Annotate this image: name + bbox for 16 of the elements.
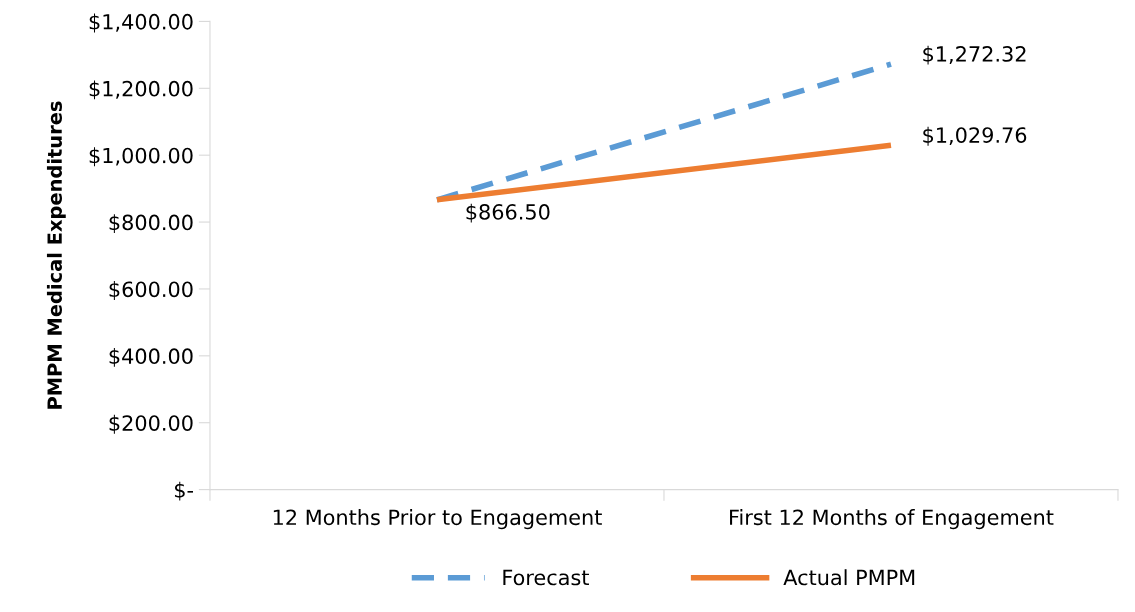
legend-label: Forecast [503,569,589,586]
y-tick-label: $800.00 [109,214,193,234]
y-axis-title: PMPM Medical Expenditures [46,101,66,409]
data-label: $866.50 [466,203,550,223]
y-tick-label: $- [174,481,193,501]
data-label: $1,272.32 [923,45,1026,65]
y-tick-label: $1,400.00 [89,13,193,33]
x-tick-label: 12 Months Prior to Engagement [273,509,602,530]
y-tick-label: $400.00 [109,347,193,367]
y-tick-label: $200.00 [109,414,193,434]
y-tick-label: $1,200.00 [89,80,193,100]
y-tick-label: $1,000.00 [89,147,193,167]
y-tick-label: $600.00 [109,281,193,300]
legend-label: Actual PMPM [783,569,915,586]
data-label: $1,029.76 [923,126,1027,146]
x-tick-label: First 12 Months of Engagement [730,509,1054,530]
